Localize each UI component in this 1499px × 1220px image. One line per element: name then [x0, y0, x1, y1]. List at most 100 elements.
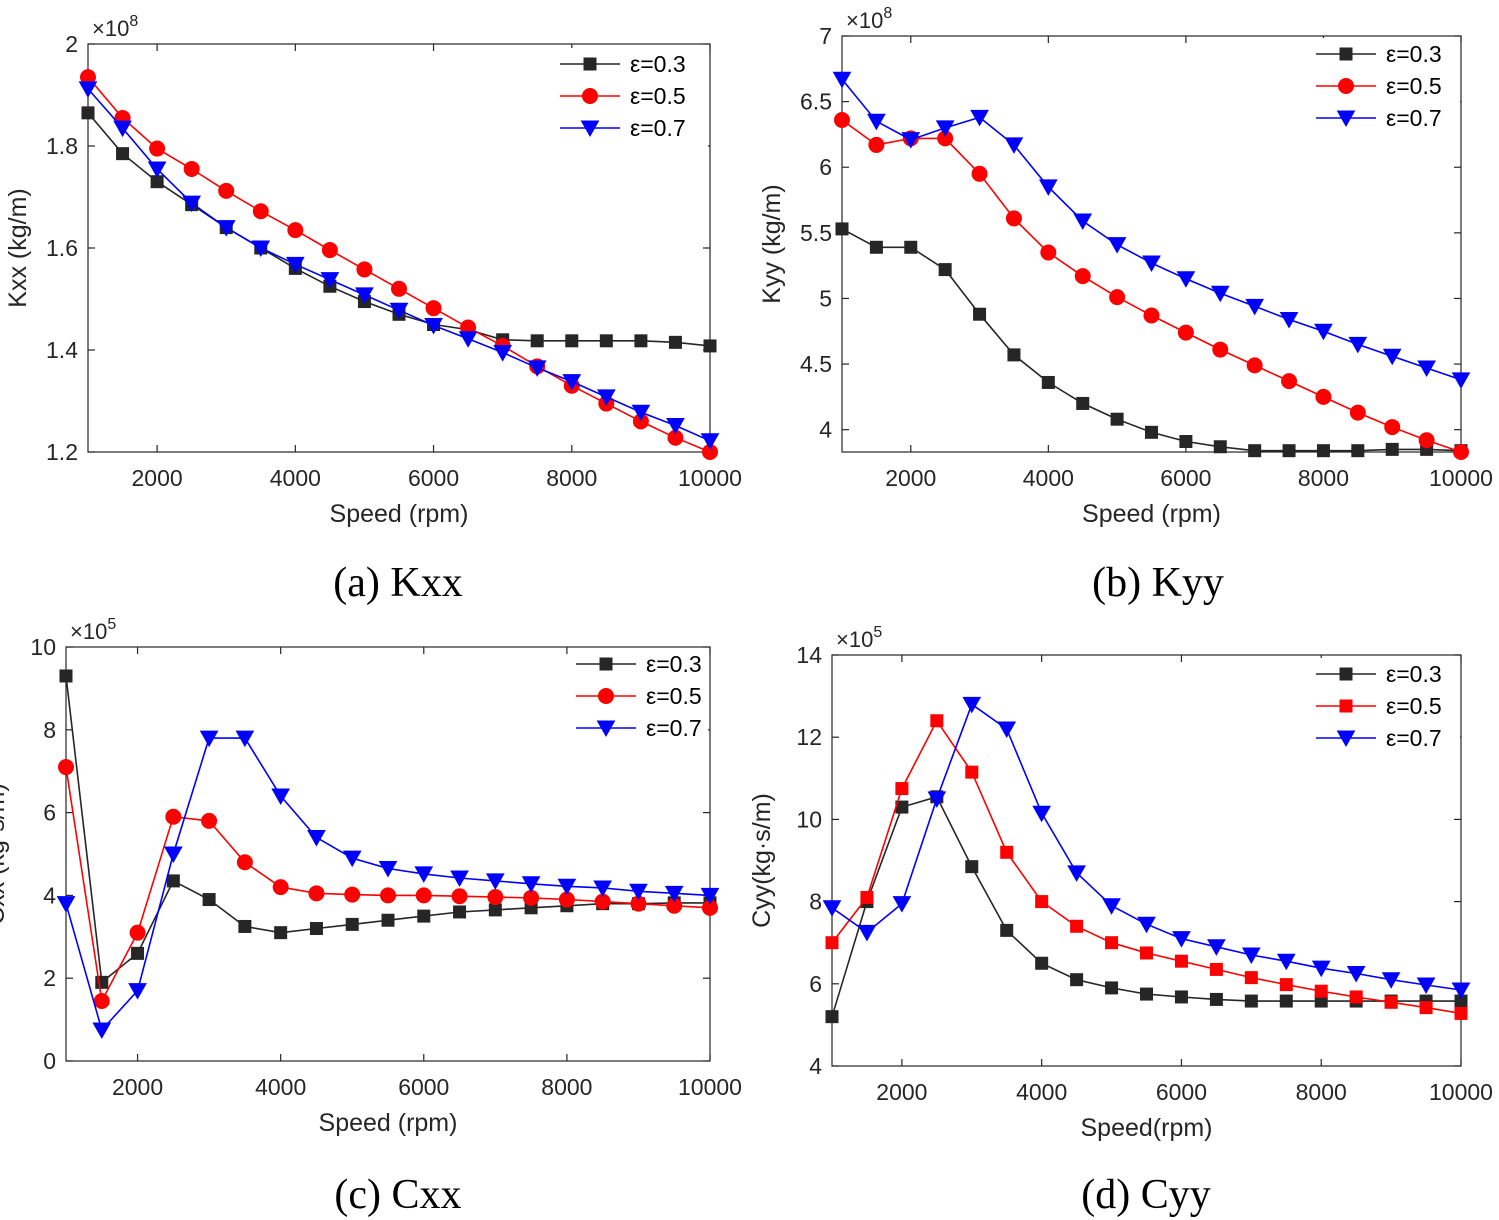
axis-exponent: ×105 [70, 616, 116, 644]
legend: ε=0.3 ε=0.5 ε=0.7 [1312, 658, 1460, 754]
data-point [236, 854, 253, 871]
data-point [1212, 341, 1229, 358]
data-point [320, 272, 340, 289]
data-point [901, 132, 921, 149]
data-point [165, 808, 182, 825]
y-tick-label: 10 [796, 806, 822, 832]
axis-exponent: ×108 [846, 5, 892, 33]
data-point [202, 893, 216, 907]
data-point [309, 922, 323, 936]
data-point [857, 924, 877, 942]
legend: ε=0.3 ε=0.5 ε=0.7 [556, 48, 708, 148]
data-point [1451, 982, 1471, 999]
data-point [183, 160, 200, 177]
data-point [1179, 435, 1193, 449]
data-point [973, 307, 987, 321]
series-3 [78, 81, 720, 450]
y-tick-label: 6 [819, 154, 832, 180]
data-point [860, 890, 874, 904]
legend-marker [1336, 730, 1356, 748]
legend-marker [596, 720, 616, 738]
data-point [116, 147, 130, 161]
y-axis-label: Kxx (kg/m) [4, 188, 32, 307]
data-point [1416, 977, 1436, 995]
data-point [965, 765, 979, 779]
legend: ε=0.3 ε=0.5 ε=0.7 [572, 648, 708, 748]
data-point [868, 136, 885, 153]
data-point [1279, 311, 1299, 329]
legend-marker [1339, 667, 1353, 681]
data-point [1316, 444, 1330, 458]
legend-label: ε=0.3 [1386, 41, 1442, 67]
y-tick-label: 0 [43, 1048, 56, 1074]
data-point [664, 885, 684, 903]
data-point [128, 983, 147, 1000]
data-point [425, 300, 442, 317]
data-point [1454, 1006, 1468, 1020]
y-tick-label: 6 [43, 800, 56, 826]
data-point [81, 106, 95, 120]
data-point [1248, 444, 1262, 458]
panel-caption: (c) Cxx [334, 1172, 461, 1218]
data-point [1276, 953, 1296, 971]
y-tick-label: 4 [43, 882, 56, 908]
axis-exponent: ×108 [92, 13, 138, 41]
data-point [59, 669, 73, 683]
data-point [129, 924, 146, 941]
data-point [565, 334, 579, 348]
legend-label: ε=0.7 [1386, 105, 1442, 131]
y-tick-label: 5 [819, 285, 832, 311]
y-tick-label: 1.4 [46, 337, 78, 363]
data-point [56, 896, 76, 913]
data-point [235, 730, 255, 748]
data-point [1176, 271, 1196, 288]
data-point [1279, 994, 1293, 1008]
data-point [867, 113, 886, 131]
data-point [1384, 995, 1398, 1009]
data-point [1145, 425, 1158, 439]
data-point [970, 109, 989, 127]
data-point [487, 889, 504, 906]
x-tick-label: 10000 [1429, 465, 1493, 491]
data-point [166, 874, 180, 888]
data-point [201, 812, 218, 829]
x-tick-label: 10000 [678, 1074, 742, 1100]
data-point [216, 220, 236, 237]
data-point [113, 120, 132, 138]
data-point [1385, 442, 1399, 456]
y-tick-label: 14 [796, 642, 822, 668]
data-point [1035, 956, 1049, 970]
data-point [1076, 396, 1090, 410]
data-point [453, 905, 467, 919]
data-point [149, 140, 166, 157]
series-2 [58, 759, 718, 1009]
data-point [450, 870, 469, 888]
data-point [1381, 972, 1401, 989]
data-point [1348, 336, 1368, 354]
data-point [1349, 990, 1363, 1004]
data-point [593, 880, 613, 897]
data-point [1105, 936, 1119, 950]
data-point [1174, 954, 1188, 968]
legend-marker [582, 88, 598, 104]
data-point [252, 203, 269, 220]
x-tick-label: 4000 [255, 1074, 306, 1100]
data-point [1384, 419, 1401, 436]
x-axis-label: Speed (rpm) [1082, 500, 1221, 528]
series-2 [825, 714, 1468, 1020]
x-tick-label: 10000 [1429, 1079, 1493, 1105]
data-point [1137, 916, 1156, 934]
legend-marker [599, 657, 613, 671]
x-tick-label: 8000 [546, 465, 597, 491]
y-tick-label: 10 [30, 634, 56, 660]
data-point [58, 759, 74, 776]
data-point [1244, 994, 1258, 1008]
y-tick-label: 1.8 [46, 133, 78, 159]
x-tick-label: 6000 [1160, 465, 1211, 491]
data-point [93, 992, 110, 1009]
data-point [1207, 939, 1226, 956]
data-point [631, 404, 651, 422]
data-point [530, 334, 544, 348]
data-point [629, 883, 648, 901]
data-point [1213, 440, 1227, 454]
